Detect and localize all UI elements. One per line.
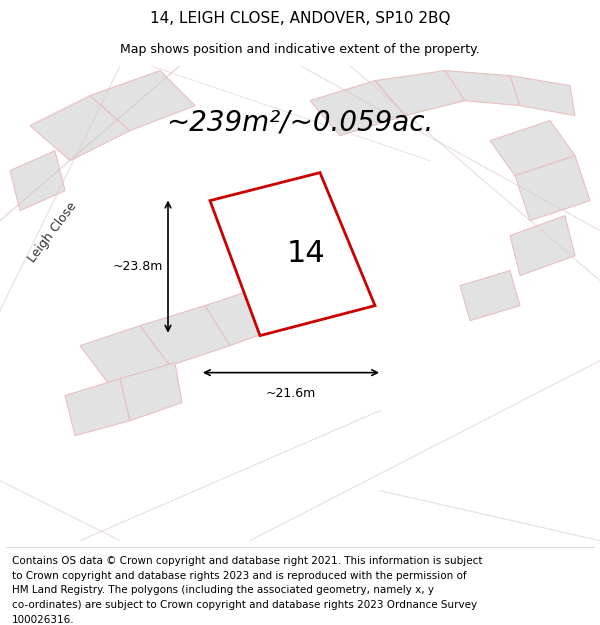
Polygon shape — [80, 326, 170, 386]
Polygon shape — [515, 156, 590, 221]
Text: ~239m²/~0.059ac.: ~239m²/~0.059ac. — [166, 109, 434, 137]
Polygon shape — [490, 121, 575, 176]
Text: to Crown copyright and database rights 2023 and is reproduced with the permissio: to Crown copyright and database rights 2… — [12, 571, 467, 581]
Polygon shape — [120, 362, 182, 421]
Polygon shape — [140, 306, 230, 366]
Polygon shape — [30, 96, 130, 161]
Text: 100026316.: 100026316. — [12, 615, 74, 625]
Polygon shape — [375, 71, 465, 116]
Polygon shape — [10, 151, 65, 211]
Polygon shape — [510, 216, 575, 276]
Text: ~23.8m: ~23.8m — [113, 260, 163, 273]
Text: HM Land Registry. The polygons (including the associated geometry, namely x, y: HM Land Registry. The polygons (includin… — [12, 586, 434, 596]
Text: ~21.6m: ~21.6m — [266, 387, 316, 399]
Polygon shape — [210, 173, 375, 336]
Text: Contains OS data © Crown copyright and database right 2021. This information is : Contains OS data © Crown copyright and d… — [12, 556, 482, 566]
Polygon shape — [65, 379, 130, 436]
Polygon shape — [460, 271, 520, 321]
Text: co-ordinates) are subject to Crown copyright and database rights 2023 Ordnance S: co-ordinates) are subject to Crown copyr… — [12, 600, 477, 610]
Polygon shape — [310, 81, 405, 136]
Text: 14, LEIGH CLOSE, ANDOVER, SP10 2BQ: 14, LEIGH CLOSE, ANDOVER, SP10 2BQ — [150, 11, 450, 26]
Text: Leigh Close: Leigh Close — [25, 200, 79, 265]
Text: 14: 14 — [287, 239, 326, 268]
Polygon shape — [510, 76, 575, 116]
Text: Map shows position and indicative extent of the property.: Map shows position and indicative extent… — [120, 42, 480, 56]
Polygon shape — [90, 71, 195, 131]
Polygon shape — [205, 286, 285, 346]
Polygon shape — [445, 71, 520, 106]
